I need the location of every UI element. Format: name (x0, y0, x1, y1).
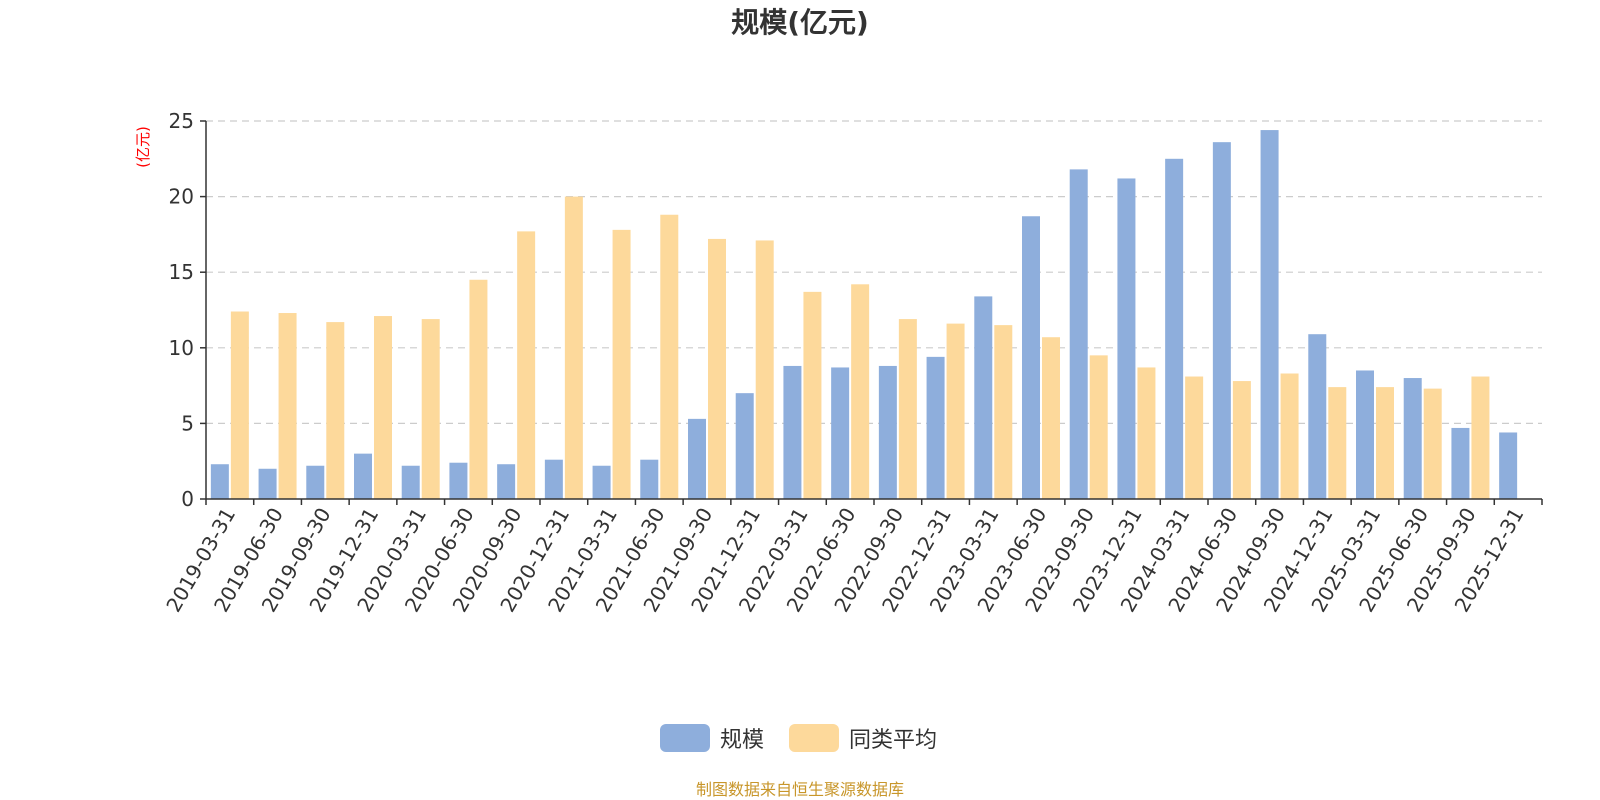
bar-series2-2020-09-30 (517, 231, 536, 499)
y-axis-ticks: 0 5 10 15 20 25 (169, 109, 206, 511)
bar-series1-2025-09-30 (1451, 427, 1470, 499)
bar-series2-2019-06-30 (278, 313, 297, 499)
bar-series1-2022-06-30 (831, 367, 850, 499)
bar-series1-2022-09-30 (878, 365, 897, 499)
x-axis-ticks: 2019-03-312019-06-302019-09-302019-12-31… (161, 499, 1543, 616)
legend-item-1[interactable]: 规模 (660, 724, 764, 753)
bar-series2-2019-09-30 (326, 322, 345, 499)
bar-series1-2020-12-31 (544, 459, 563, 499)
bar-series1-2021-03-31 (592, 465, 611, 499)
bar-series2-2024-03-31 (1185, 376, 1204, 499)
legend-label: 同类平均 (849, 728, 937, 753)
data-source-note: 制图数据来自恒生聚源数据库 (696, 780, 904, 799)
bar-series2-2024-09-30 (1280, 373, 1299, 499)
bar-series2-2023-03-31 (994, 325, 1013, 499)
bar-series1-2024-03-31 (1165, 158, 1184, 500)
bar-series1-2019-06-30 (258, 468, 277, 499)
bar-series1-2024-06-30 (1212, 142, 1231, 499)
bar-series2-2024-06-30 (1232, 381, 1251, 499)
bar-series1-2019-09-30 (306, 465, 325, 499)
bar-series2-2025-06-30 (1423, 388, 1442, 499)
series-1 (210, 130, 1518, 500)
bar-series2-2021-06-30 (660, 214, 679, 499)
bar-series2-2024-12-31 (1328, 387, 1347, 499)
bar-series2-2021-12-31 (755, 240, 774, 499)
bar-series1-2021-12-31 (735, 393, 754, 499)
bar-series1-2023-06-30 (1022, 216, 1040, 500)
y-axis-unit-label: (亿元) (134, 126, 152, 168)
bar-series1-2020-03-31 (401, 465, 420, 499)
bar-series1-2020-09-30 (497, 464, 516, 499)
bar-series2-2023-12-31 (1137, 367, 1156, 499)
bar-series2-2022-03-31 (803, 291, 822, 499)
bar-series1-2019-03-31 (210, 464, 229, 499)
legend-label: 规模 (720, 728, 764, 753)
y-tick-label: 15 (169, 260, 194, 284)
y-tick-label: 25 (169, 109, 194, 133)
chart-title: 规模(亿元) (731, 6, 869, 39)
bar-series2-2021-03-31 (612, 229, 631, 499)
legend: 规模 同类平均 (660, 724, 937, 753)
bar-series1-2021-09-30 (688, 418, 706, 499)
bar-series1-2024-12-31 (1308, 334, 1327, 499)
bar-series2-2022-12-31 (946, 323, 965, 499)
grid-lines (206, 120, 1542, 424)
bar-series2-2022-06-30 (851, 284, 870, 499)
bar-series1-2024-09-30 (1260, 130, 1279, 499)
bar-series2-2019-03-31 (230, 311, 249, 499)
y-tick-label: 10 (169, 336, 194, 360)
bar-series2-2023-09-30 (1089, 355, 1108, 499)
bar-series2-2020-03-31 (421, 319, 440, 499)
bar-series2-2021-09-30 (708, 238, 726, 499)
bar-series2-2025-09-30 (1471, 376, 1490, 499)
bar-series1-2025-12-31 (1499, 432, 1518, 499)
bar-series2-2019-12-31 (374, 316, 392, 499)
bar-series1-2023-12-31 (1117, 178, 1136, 499)
bar-series1-2019-12-31 (354, 453, 372, 499)
y-tick-label: 0 (181, 487, 194, 511)
bar-series1-2025-06-30 (1403, 378, 1422, 499)
legend-swatch (789, 724, 839, 752)
bar-series1-2025-03-31 (1356, 370, 1374, 499)
bar-series2-2020-12-31 (564, 196, 583, 499)
bar-series1-2022-03-31 (783, 365, 802, 499)
bar-series2-2020-06-30 (469, 279, 488, 499)
y-tick-label: 20 (169, 185, 194, 209)
bar-series2-2022-09-30 (898, 319, 917, 499)
legend-item-2[interactable]: 同类平均 (789, 724, 937, 753)
bar-series1-2020-06-30 (449, 462, 468, 499)
bar-series2-2023-06-30 (1042, 337, 1060, 499)
bar-series1-2023-03-31 (974, 296, 993, 499)
bars (210, 130, 1518, 500)
bar-series2-2025-03-31 (1376, 387, 1394, 499)
y-tick-label: 5 (181, 411, 194, 435)
bar-series1-2021-06-30 (640, 459, 659, 499)
bar-series1-2022-12-31 (926, 356, 945, 499)
bar-series1-2023-09-30 (1069, 169, 1088, 499)
series-2 (230, 196, 1490, 499)
legend-swatch (660, 724, 710, 752)
